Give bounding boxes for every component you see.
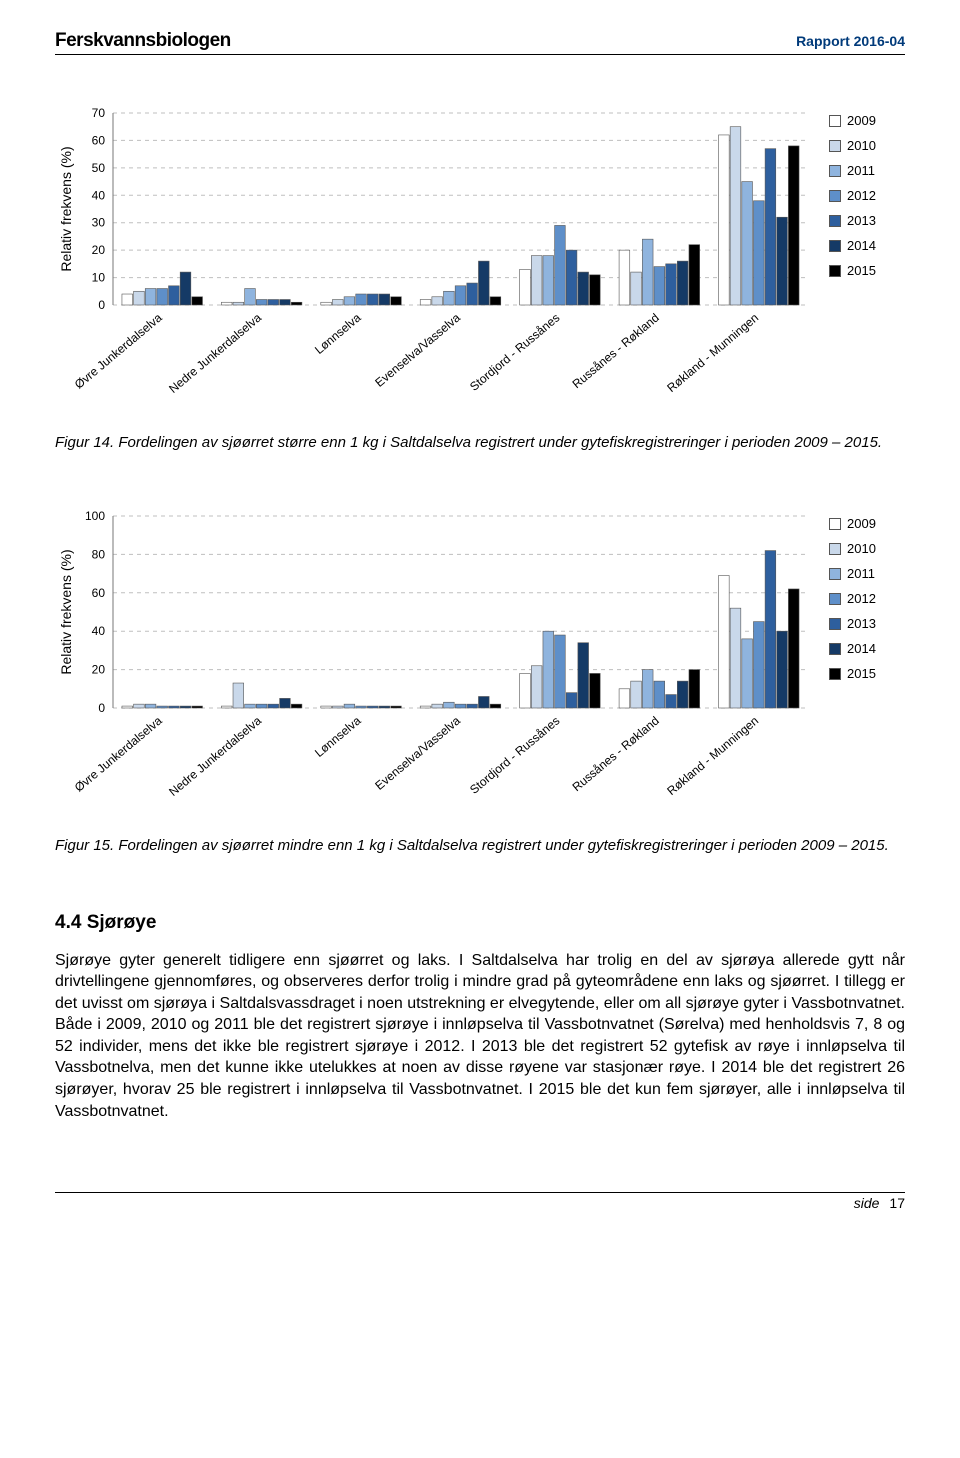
figure-14: 0 10 20 30 40 50 60 70 Relativ frekvens (%) Øvre … — [55, 105, 905, 425]
figure-14-text: Fordelingen av sjøørret større enn 1 kg … — [114, 434, 882, 451]
svg-text:100: 100 — [85, 509, 105, 523]
legend-item: 2013 — [829, 213, 876, 228]
legend-swatch — [829, 643, 841, 655]
section-heading: 4.4 Sjørøye — [55, 912, 905, 934]
svg-text:Evenselva/Vasselva: Evenselva/Vasselva — [372, 310, 463, 389]
legend-label: 2010 — [847, 541, 876, 556]
legend-label: 2015 — [847, 666, 876, 681]
legend-swatch — [829, 593, 841, 605]
legend-swatch — [829, 568, 841, 580]
legend-swatch — [829, 518, 841, 530]
legend-swatch — [829, 165, 841, 177]
svg-text:20: 20 — [92, 663, 106, 677]
svg-text:60: 60 — [92, 586, 106, 600]
legend-item: 2013 — [829, 616, 876, 631]
figure-14-label: Figur 14. — [55, 434, 114, 451]
svg-text:80: 80 — [92, 548, 106, 562]
legend-item: 2014 — [829, 238, 876, 253]
svg-text:Nedre Junkerdalselva: Nedre Junkerdalselva — [166, 310, 264, 396]
legend-label: 2010 — [847, 138, 876, 153]
legend-item: 2011 — [829, 566, 876, 581]
legend-item: 2012 — [829, 591, 876, 606]
svg-text:Øvre Junkerdalselva: Øvre Junkerdalselva — [72, 714, 165, 795]
svg-text:Lønnselva: Lønnselva — [312, 310, 364, 357]
brand: Ferskvannsbiologen — [55, 30, 231, 52]
legend-label: 2011 — [847, 566, 875, 581]
report-id: Rapport 2016-04 — [796, 33, 905, 49]
legend-swatch — [829, 543, 841, 555]
legend-label: 2014 — [847, 641, 876, 656]
figure-15-text: Fordelingen av sjøørret mindre enn 1 kg … — [114, 837, 889, 854]
legend-swatch — [829, 140, 841, 152]
legend-item: 2009 — [829, 516, 876, 531]
svg-text:Relativ frekvens (%): Relativ frekvens (%) — [58, 550, 74, 675]
section-body: Sjørøye gyter generelt tidligere enn sjø… — [55, 950, 905, 1123]
svg-text:10: 10 — [92, 271, 106, 285]
svg-text:Relativ frekvens (%): Relativ frekvens (%) — [58, 146, 74, 271]
svg-text:0: 0 — [98, 298, 105, 312]
svg-text:Røkland - Munningen: Røkland - Munningen — [664, 311, 761, 395]
figure-15: 0 20 40 60 80 100 Relativ frekvens (%) Øvre Jun… — [55, 508, 905, 828]
legend-item: 2015 — [829, 666, 876, 681]
chart-15-svg: 0 20 40 60 80 100 Relativ frekvens (%) Øvre Jun… — [55, 508, 815, 828]
legend-label: 2009 — [847, 113, 876, 128]
chart-14-svg: 0 10 20 30 40 50 60 70 Relativ frekvens (%) Øvre … — [55, 105, 815, 425]
legend-swatch — [829, 668, 841, 680]
legend-item: 2010 — [829, 541, 876, 556]
legend-swatch — [829, 115, 841, 127]
legend-item: 2014 — [829, 641, 876, 656]
svg-text:70: 70 — [92, 106, 106, 120]
svg-text:40: 40 — [92, 624, 106, 638]
svg-text:40: 40 — [92, 188, 106, 202]
legend-swatch — [829, 618, 841, 630]
svg-text:Øvre Junkerdalselva: Øvre Junkerdalselva — [72, 310, 165, 391]
legend-label: 2015 — [847, 263, 876, 278]
figure-15-caption: Figur 15. Fordelingen av sjøørret mindre… — [55, 836, 905, 856]
legend-label: 2011 — [847, 163, 875, 178]
legend-item: 2010 — [829, 138, 876, 153]
svg-text:Russånes - Røkland: Russånes - Røkland — [570, 311, 662, 392]
svg-text:Evenselva/Vasselva: Evenselva/Vasselva — [372, 714, 463, 793]
legend-swatch — [829, 190, 841, 202]
legend-label: 2013 — [847, 616, 876, 631]
legend-label: 2012 — [847, 591, 876, 606]
legend-swatch — [829, 215, 841, 227]
page: Ferskvannsbiologen Rapport 2016-04 0 10 20… — [0, 0, 960, 1231]
chart-15-legend: 2009 2010 2011 2012 2013 2014 2015 — [815, 508, 876, 691]
footer: side 17 — [55, 1192, 905, 1211]
figure-15-label: Figur 15. — [55, 837, 114, 854]
svg-text:Stordjord - Russånes: Stordjord - Russånes — [467, 311, 562, 394]
legend-item: 2015 — [829, 263, 876, 278]
svg-text:20: 20 — [92, 243, 106, 257]
page-number: 17 — [889, 1195, 905, 1211]
legend-label: 2009 — [847, 516, 876, 531]
svg-text:Stordjord - Russånes: Stordjord - Russånes — [467, 714, 562, 797]
legend-swatch — [829, 265, 841, 277]
legend-label: 2012 — [847, 188, 876, 203]
legend-label: 2013 — [847, 213, 876, 228]
svg-text:Russånes - Røkland: Russånes - Røkland — [570, 714, 662, 795]
figure-14-caption: Figur 14. Fordelingen av sjøørret større… — [55, 433, 905, 453]
svg-text:0: 0 — [98, 701, 105, 715]
legend-item: 2011 — [829, 163, 876, 178]
svg-text:50: 50 — [92, 161, 106, 175]
svg-text:30: 30 — [92, 216, 106, 230]
legend-swatch — [829, 240, 841, 252]
svg-text:Lønnselva: Lønnselva — [312, 714, 364, 761]
legend-item: 2012 — [829, 188, 876, 203]
header: Ferskvannsbiologen Rapport 2016-04 — [55, 30, 905, 55]
svg-text:Røkland - Munningen: Røkland - Munningen — [664, 714, 761, 798]
chart-14-legend: 2009 2010 2011 2012 2013 2014 2015 — [815, 105, 876, 288]
legend-item: 2009 — [829, 113, 876, 128]
legend-label: 2014 — [847, 238, 876, 253]
footer-label: side — [854, 1195, 880, 1211]
svg-text:Nedre Junkerdalselva: Nedre Junkerdalselva — [166, 714, 264, 800]
svg-text:60: 60 — [92, 133, 106, 147]
